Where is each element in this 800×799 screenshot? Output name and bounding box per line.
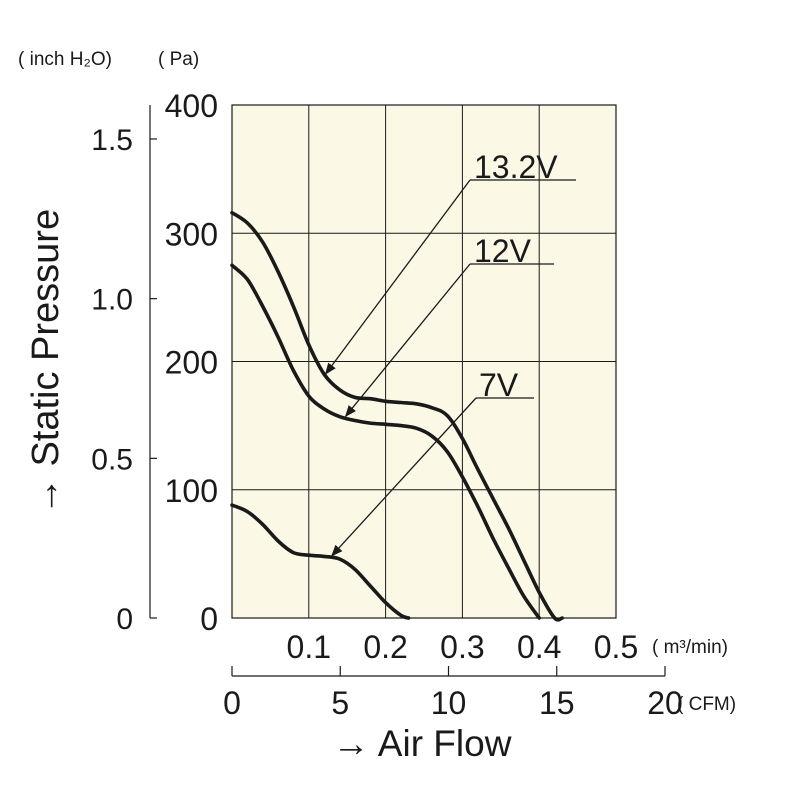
- x-unit-m3-label: ( m³/min): [652, 637, 728, 658]
- m3-tick-label: 0.3: [440, 629, 484, 665]
- cfm-tick-label: 10: [431, 685, 467, 721]
- inch-tick-label: 0.5: [91, 443, 133, 476]
- m3-tick-label: 0.5: [594, 629, 638, 665]
- m3-tick-label: 0.2: [363, 629, 407, 665]
- inch-tick-label: 1.0: [91, 284, 133, 317]
- x-axis-title: → Air Flow: [333, 723, 512, 764]
- pa-axis-ticks: 0 100 200 300 400: [165, 88, 218, 637]
- m3-tick-label: 0.4: [517, 629, 561, 665]
- m3-axis-ticks: 0.1 0.2 0.3 0.4 0.5: [287, 629, 639, 665]
- pa-tick-label: 100: [165, 473, 218, 509]
- cfm-tick-label: 15: [539, 685, 575, 721]
- inch-tick-label: 0: [116, 603, 133, 636]
- inch-tick-label: 1.5: [91, 124, 133, 157]
- annotation-label: 13.2V: [474, 149, 558, 185]
- annotation-label: 7V: [479, 367, 519, 403]
- pa-tick-label: 300: [165, 216, 218, 252]
- y-unit-inch-label: ( inch H₂O): [18, 49, 112, 70]
- static-pressure-air-flow-chart: ( inch H₂O) ( Pa) → Static Pressure 0 0.5…: [0, 0, 800, 799]
- cfm-tick-label: 0: [223, 685, 241, 721]
- inch-axis-ticks: 0 0.5 1.0 1.5: [91, 124, 157, 636]
- cfm-tick-label: 5: [331, 685, 349, 721]
- pa-tick-label: 200: [165, 345, 218, 381]
- pa-tick-label: 0: [200, 601, 218, 637]
- x-unit-cfm-label: ( CFM): [677, 694, 736, 715]
- m3-tick-label: 0.1: [287, 629, 331, 665]
- cfm-axis-ticks: 0 5 10 15 20: [223, 666, 683, 721]
- pa-tick-label: 400: [165, 88, 218, 124]
- y-unit-pa-label: ( Pa): [158, 49, 199, 70]
- y-axis-title: → Static Pressure: [25, 209, 67, 515]
- annotation-label: 12V: [474, 233, 532, 269]
